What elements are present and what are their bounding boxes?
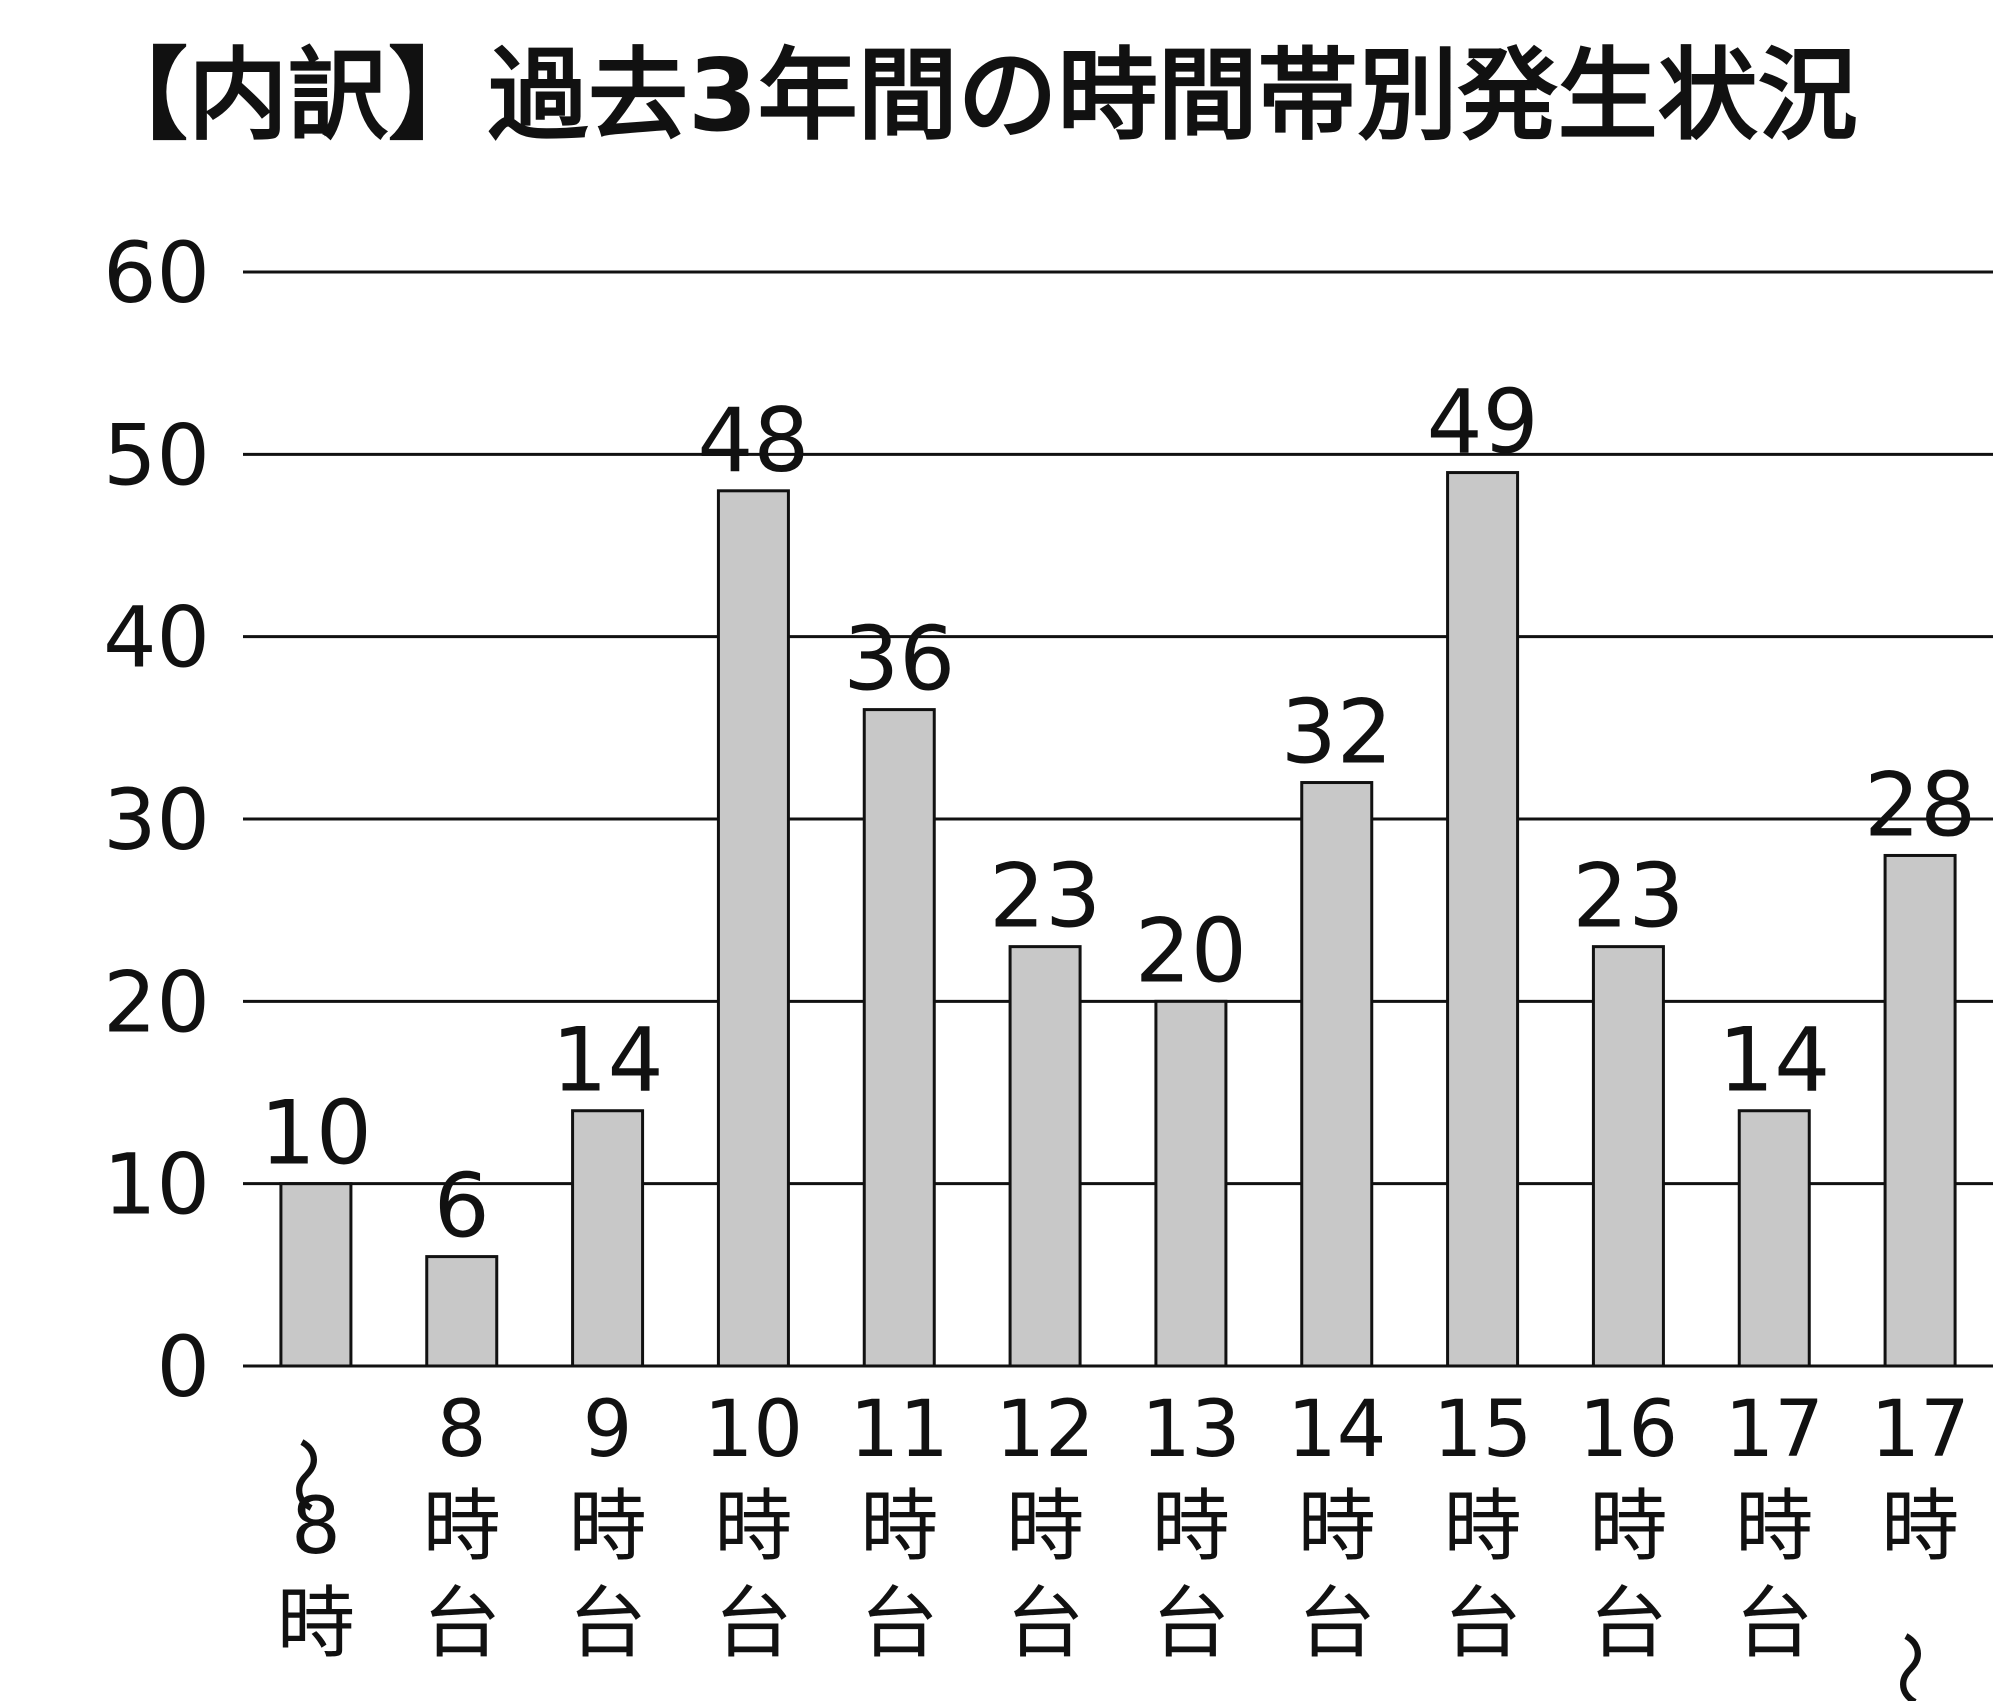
bar [1883, 853, 1957, 1368]
bar [1591, 945, 1665, 1368]
y-tick-label: 50 [103, 406, 210, 504]
bar [1446, 471, 1520, 1368]
bar [571, 1109, 645, 1368]
x-tick-label: 9 時台 [569, 1385, 647, 1669]
value-label: 14 [1718, 1009, 1830, 1112]
bar [425, 1255, 499, 1368]
bar [1008, 945, 1082, 1368]
value-label: 48 [697, 389, 809, 492]
bar [716, 489, 790, 1368]
x-tick-label: 15 時台 [1433, 1385, 1532, 1669]
value-label: 23 [1572, 845, 1684, 948]
value-label: 36 [843, 608, 955, 711]
y-tick-label: 60 [103, 224, 210, 322]
value-label: 49 [1427, 371, 1539, 474]
x-tick-label: 14 時台 [1287, 1385, 1386, 1669]
x-tick-label: 17 時台 [1725, 1385, 1824, 1669]
x-tick-label: 11 時台 [850, 1385, 949, 1669]
bar [279, 1182, 353, 1368]
bar [1154, 999, 1228, 1368]
value-label: 28 [1864, 753, 1976, 856]
y-tick-label: 0 [157, 1318, 210, 1416]
value-label: 6 [434, 1155, 490, 1258]
value-label: 32 [1281, 681, 1393, 784]
value-label: 23 [989, 845, 1101, 948]
x-tick-label: 10 時台 [704, 1385, 803, 1669]
x-tick-label: 12 時台 [995, 1385, 1094, 1669]
bar [1300, 781, 1374, 1368]
x-tick-label: 13 時台 [1141, 1385, 1240, 1669]
bar [1737, 1109, 1811, 1368]
value-label: 20 [1135, 899, 1247, 1002]
y-tick-label: 10 [103, 1136, 210, 1234]
y-tick-label: 40 [103, 589, 210, 687]
x-tick-label: 〜 8 時 [258, 1436, 355, 1669]
chart-title: 【内訳】過去3年間の時間帯別発生状況 [88, 37, 1858, 154]
value-label: 10 [260, 1082, 372, 1185]
x-tick-label: 17 時〜 [1862, 1385, 1970, 1701]
y-tick-label: 30 [103, 771, 210, 869]
x-tick-label: 16 時台 [1579, 1385, 1678, 1669]
value-label: 14 [552, 1009, 664, 1112]
y-tick-label: 20 [103, 953, 210, 1051]
bar [862, 708, 936, 1368]
x-tick-label: 8 時台 [423, 1385, 501, 1669]
